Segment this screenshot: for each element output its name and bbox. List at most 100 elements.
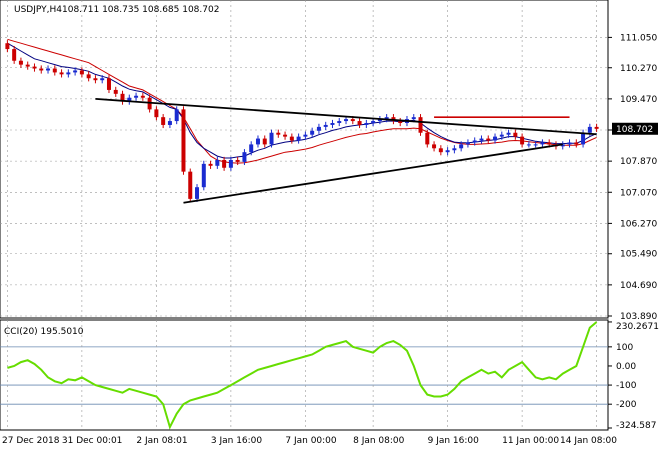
candle-bull bbox=[567, 142, 572, 145]
price-axis: 111.050110.270109.470108.670107.870107.0… bbox=[608, 33, 658, 322]
candle-bear bbox=[32, 66, 37, 69]
candle-bull bbox=[526, 144, 531, 146]
candle-bear bbox=[520, 136, 525, 145]
lower-trend-line bbox=[183, 143, 563, 204]
candle-bear bbox=[289, 136, 294, 141]
price-tick-label: 104.690 bbox=[620, 281, 657, 291]
candle-bull bbox=[384, 117, 389, 120]
price-tick-label: 109.470 bbox=[620, 95, 657, 105]
candle-bull bbox=[445, 150, 450, 153]
candle-bear bbox=[547, 142, 552, 145]
candle-bull bbox=[255, 138, 260, 145]
last-price-label: 108.702 bbox=[616, 125, 653, 135]
candle-bear bbox=[120, 93, 125, 102]
candle-bull bbox=[269, 132, 274, 145]
price-tick-label: 111.050 bbox=[620, 33, 657, 43]
candle-bull bbox=[364, 123, 369, 125]
cci-axis: 230.2671 100 0.00 -100 -200 -324.587 bbox=[608, 321, 659, 431]
symbol-header: USDJPY,H4 bbox=[14, 5, 62, 15]
candles bbox=[5, 40, 599, 202]
candle-bear bbox=[398, 121, 403, 124]
candle-bull bbox=[330, 123, 335, 125]
time-axis: 27 Dec 2018 31 Dec 00:01 2 Jan 08:01 3 Jan … bbox=[2, 436, 617, 446]
ohlc-header: 108.711 108.735 108.685 108.702 bbox=[62, 5, 219, 15]
candle-bull bbox=[499, 134, 504, 137]
candle-bear bbox=[513, 132, 518, 137]
candle-bear bbox=[235, 159, 240, 162]
candle-bear bbox=[161, 117, 166, 125]
candle-bear bbox=[594, 126, 599, 129]
candle-bear bbox=[188, 171, 193, 199]
candle-bull bbox=[100, 78, 105, 81]
time-tick-label: 9 Jan 16:00 bbox=[428, 436, 480, 446]
grid-main bbox=[0, 0, 608, 318]
candle-bull bbox=[452, 148, 457, 151]
candle-bull bbox=[337, 121, 342, 124]
candle-bear bbox=[12, 49, 17, 61]
candle-bull bbox=[479, 138, 484, 141]
cci-tick-label: -100 bbox=[616, 381, 637, 391]
time-tick-label: 3 Jan 16:00 bbox=[211, 436, 263, 446]
candle-bear bbox=[262, 138, 267, 145]
candle-bear bbox=[79, 70, 84, 75]
grid-indicator bbox=[0, 320, 608, 430]
candle-bull bbox=[303, 134, 308, 137]
candle-bull bbox=[323, 124, 328, 127]
candle-bull bbox=[201, 163, 206, 188]
candle-bull bbox=[560, 144, 565, 147]
ma-slow-line bbox=[7, 38, 597, 164]
candle-bear bbox=[276, 132, 281, 135]
candle-bull bbox=[73, 70, 78, 73]
ma-fast-line bbox=[7, 42, 597, 159]
cci-line bbox=[7, 321, 598, 430]
candle-bear bbox=[574, 142, 579, 145]
time-tick-label: 14 Jan 08:00 bbox=[560, 436, 617, 446]
candle-bull bbox=[465, 142, 470, 145]
candle-bear bbox=[93, 78, 98, 81]
candle-bear bbox=[425, 132, 430, 145]
candle-bull bbox=[411, 117, 416, 120]
candle-bear bbox=[181, 109, 186, 172]
candle-bull bbox=[581, 132, 586, 145]
candle-bull bbox=[249, 144, 254, 153]
price-tick-label: 110.270 bbox=[620, 64, 657, 74]
candle-bull bbox=[174, 109, 179, 122]
candle-bull bbox=[587, 126, 592, 133]
candle-bear bbox=[208, 163, 213, 166]
candle-bull bbox=[310, 130, 315, 135]
candle-bear bbox=[39, 68, 44, 71]
price-tick-label: 105.490 bbox=[620, 250, 657, 260]
candle-bull bbox=[46, 68, 51, 71]
candle-bull bbox=[195, 187, 200, 199]
candle-bull bbox=[493, 136, 498, 141]
indicator-pane-frame bbox=[0, 319, 609, 431]
price-tick-label: 103.890 bbox=[620, 312, 657, 322]
candle-bear bbox=[5, 43, 10, 50]
candle-bull bbox=[540, 142, 545, 145]
candle-bear bbox=[25, 64, 30, 67]
candle-bear bbox=[59, 72, 64, 75]
time-tick-label: 7 Jan 00:00 bbox=[285, 436, 337, 446]
time-tick-label: 8 Jan 08:00 bbox=[353, 436, 405, 446]
candle-bear bbox=[438, 148, 443, 153]
candle-bear bbox=[418, 117, 423, 133]
candle-bear bbox=[18, 60, 23, 65]
candle-bear bbox=[140, 95, 145, 98]
cci-indicator bbox=[7, 321, 598, 430]
candle-bull bbox=[167, 121, 172, 125]
upper-trend-line bbox=[95, 97, 597, 136]
candle-bull bbox=[472, 140, 477, 143]
candle-bull bbox=[344, 119, 349, 122]
trend-annotations bbox=[95, 97, 597, 204]
price-tick-label: 106.270 bbox=[620, 219, 657, 229]
time-tick-label: 2 Jan 08:01 bbox=[136, 436, 187, 446]
cci-tick-label: 230.2671 bbox=[616, 322, 659, 332]
candle-bear bbox=[86, 74, 91, 79]
candle-bull bbox=[215, 159, 220, 166]
candle-bull bbox=[228, 159, 233, 168]
candle-bull bbox=[242, 152, 247, 162]
cci-tick-label: 0.00 bbox=[616, 362, 636, 372]
candle-bull bbox=[459, 144, 464, 149]
main-pane-frame bbox=[0, 0, 609, 319]
